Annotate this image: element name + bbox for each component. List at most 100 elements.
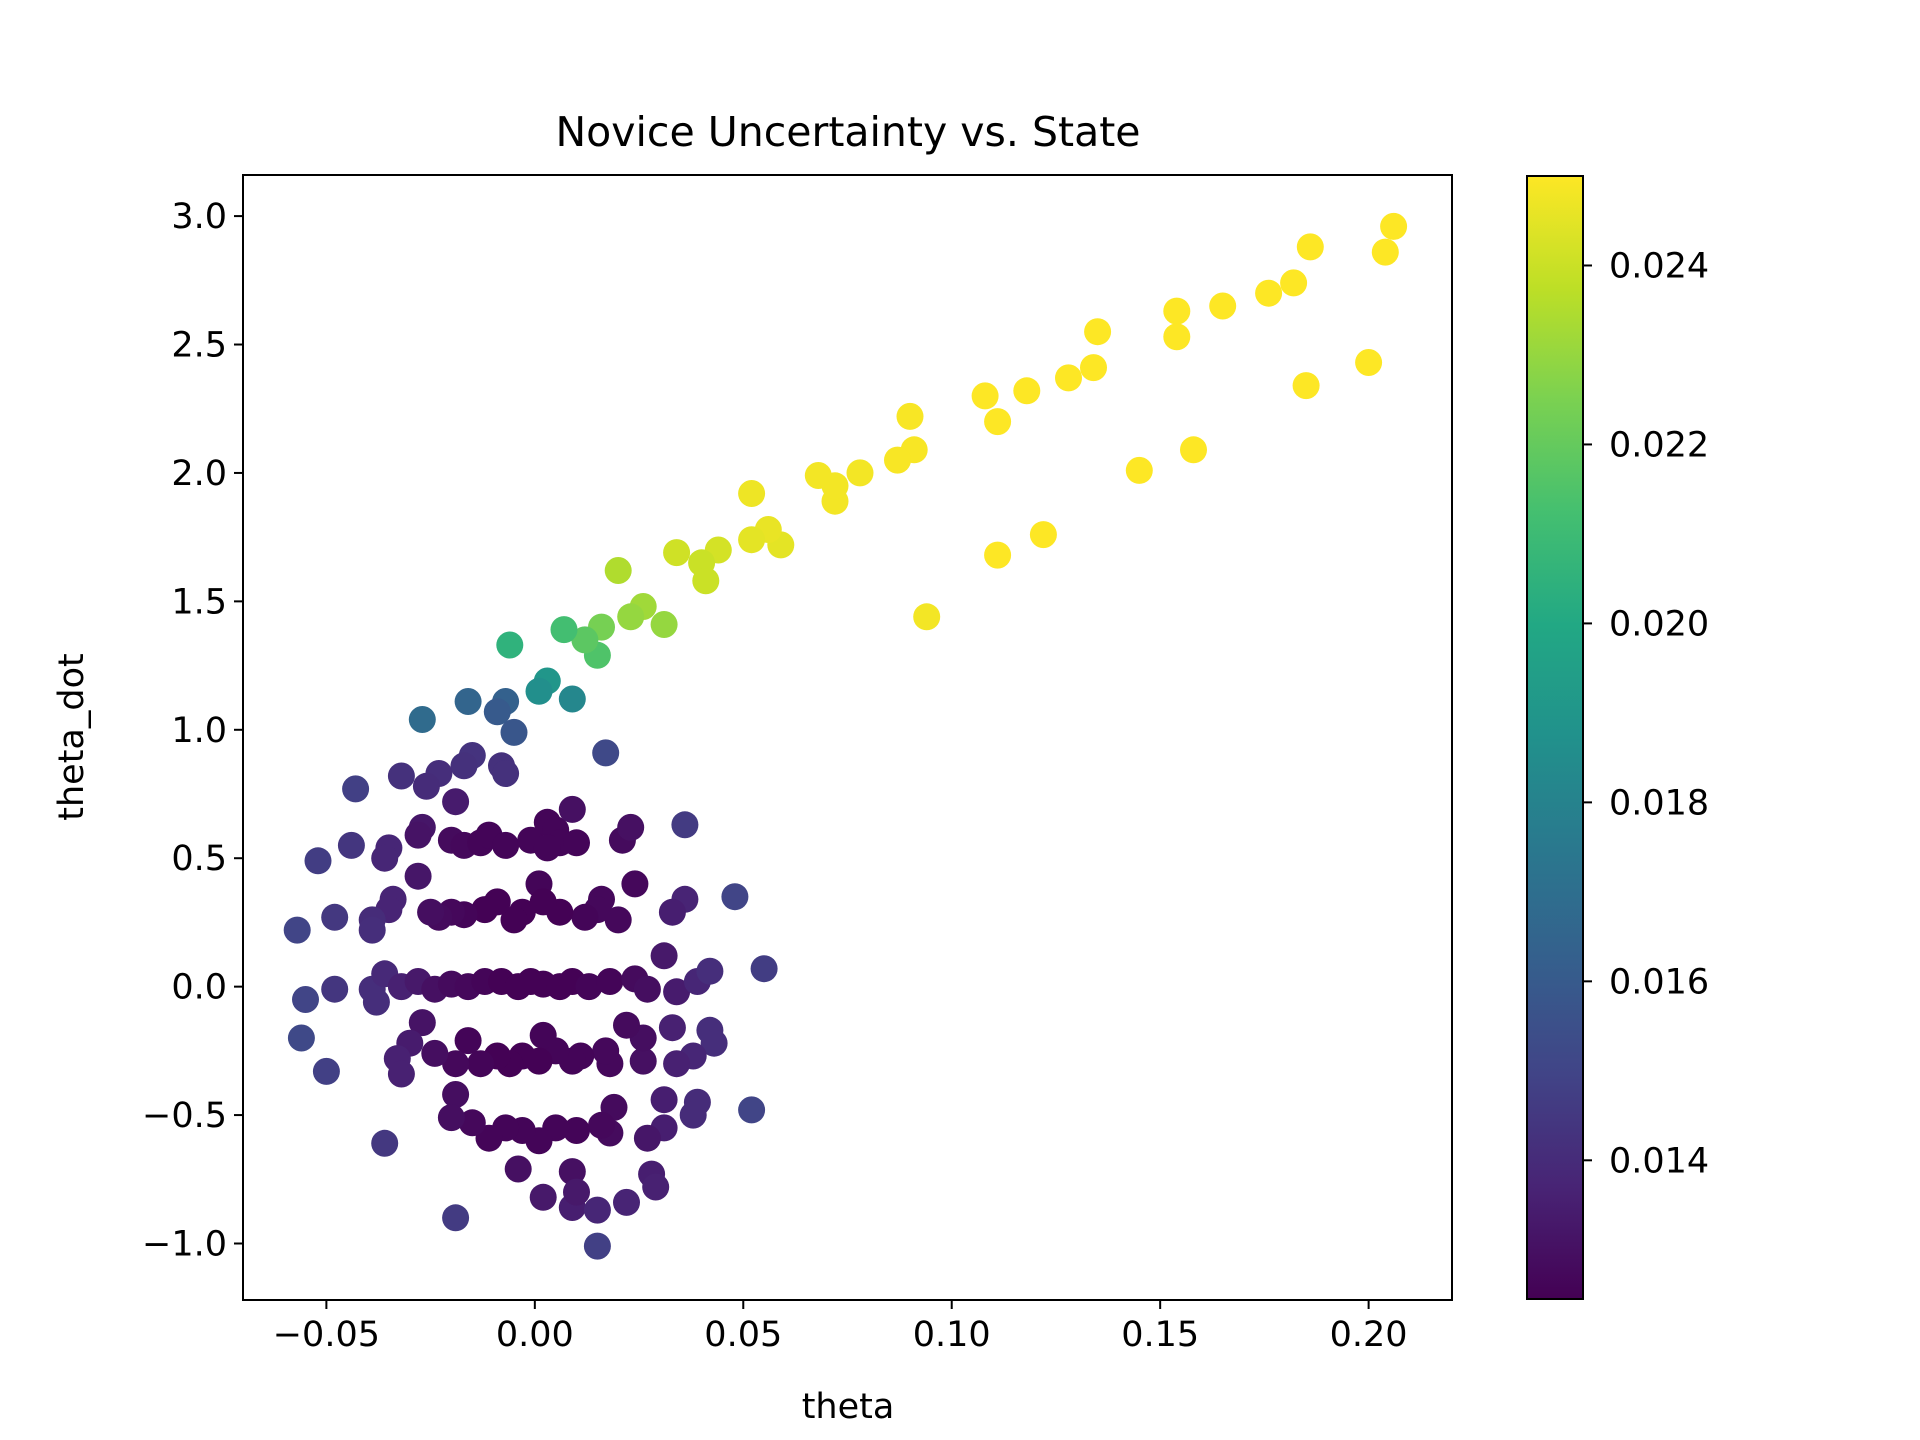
data-point [1029, 521, 1057, 549]
data-point [292, 986, 319, 1013]
data-point [558, 685, 586, 713]
y-tick-label: 1.0 [171, 711, 227, 751]
data-point [1013, 377, 1041, 405]
data-point [804, 462, 832, 489]
data-point [492, 760, 520, 787]
data-point [321, 975, 349, 1003]
x-axis: −0.05 0.00 0.05 0.10 0.15 0.20 [273, 1300, 1408, 1355]
x-tick-label: 0.10 [913, 1315, 991, 1355]
data-point [287, 1024, 315, 1052]
y-axis: −1.0 −0.5 0.0 0.5 1.0 1.5 2.0 2.5 3.0 [142, 197, 243, 1264]
data-point [283, 916, 311, 944]
data-point [408, 1009, 436, 1037]
data-point [558, 795, 586, 823]
data-point [617, 603, 645, 631]
data-point [1125, 456, 1153, 484]
data-point [358, 916, 386, 944]
data-point [884, 446, 911, 474]
data-point [1209, 292, 1237, 320]
data-point [913, 603, 941, 631]
data-point [1355, 349, 1383, 376]
x-tick-label: 0.05 [704, 1315, 782, 1355]
data-point [525, 677, 553, 705]
data-point [613, 1011, 640, 1039]
x-tick-label: 0.15 [1121, 1315, 1199, 1355]
points-layer [283, 212, 1408, 1260]
data-point [1163, 323, 1191, 351]
data-point [563, 1117, 590, 1144]
data-point [658, 1014, 686, 1042]
data-point [1380, 212, 1408, 240]
data-point [663, 539, 691, 567]
data-point [321, 903, 349, 931]
data-point [663, 978, 691, 1006]
data-point [450, 752, 478, 780]
data-point [442, 1204, 470, 1232]
data-point [1180, 436, 1207, 464]
data-point [692, 567, 720, 595]
y-tick-label: −1.0 [142, 1224, 227, 1264]
data-point [1371, 238, 1399, 266]
data-point [592, 739, 620, 767]
data-point [442, 1081, 470, 1108]
data-point [696, 957, 724, 985]
data-point [417, 898, 445, 926]
data-point [312, 1057, 340, 1085]
data-point [1080, 354, 1107, 382]
data-point [1296, 233, 1324, 261]
colorbar-tick-label: 0.014 [1609, 1141, 1709, 1181]
y-axis-label: theta_dot [52, 653, 92, 820]
data-point [362, 988, 390, 1016]
data-point [984, 408, 1012, 436]
data-point [588, 1111, 615, 1139]
data-point [971, 382, 999, 410]
data-point [337, 831, 365, 859]
data-point [650, 942, 678, 970]
x-tick-label: −0.05 [273, 1315, 380, 1355]
colorbar-tick-label: 0.024 [1609, 246, 1709, 286]
data-point [583, 1196, 611, 1224]
data-point [550, 616, 578, 644]
data-point [1280, 269, 1308, 297]
data-point [533, 834, 561, 862]
data-point [471, 896, 499, 924]
data-point [454, 1027, 482, 1055]
data-point [896, 402, 924, 430]
x-axis-label: theta [802, 1387, 895, 1427]
data-point [671, 811, 699, 839]
data-point [458, 1109, 486, 1137]
colorbar-axis: 0.014 0.016 0.018 0.020 0.022 0.024 [1583, 246, 1709, 1181]
data-point [492, 831, 520, 859]
data-point [621, 870, 649, 898]
data-point [633, 975, 661, 1003]
data-point [483, 698, 511, 726]
data-point [304, 847, 332, 875]
data-point [371, 844, 399, 872]
data-point [404, 821, 432, 849]
data-point [721, 883, 749, 911]
y-tick-label: 1.5 [171, 582, 227, 622]
data-point [387, 762, 415, 790]
y-tick-label: 2.0 [171, 454, 227, 494]
data-point [387, 1060, 415, 1088]
y-tick-label: 0.0 [171, 968, 227, 1008]
data-point [408, 706, 436, 733]
data-point [633, 1124, 661, 1152]
y-tick-label: −0.5 [142, 1096, 227, 1136]
data-point [984, 541, 1012, 569]
data-point [467, 1050, 495, 1078]
data-point [575, 973, 603, 1001]
data-point [1163, 297, 1191, 325]
data-point [592, 1037, 620, 1065]
data-point [563, 1178, 590, 1206]
data-point [846, 459, 874, 487]
data-point [571, 626, 599, 654]
data-point [658, 898, 686, 926]
colorbar-tick-label: 0.016 [1609, 962, 1709, 1002]
data-point [1255, 279, 1283, 307]
data-point [529, 888, 557, 916]
data-point [738, 480, 766, 507]
colorbar-tick-label: 0.022 [1609, 425, 1709, 465]
data-point [404, 862, 432, 890]
